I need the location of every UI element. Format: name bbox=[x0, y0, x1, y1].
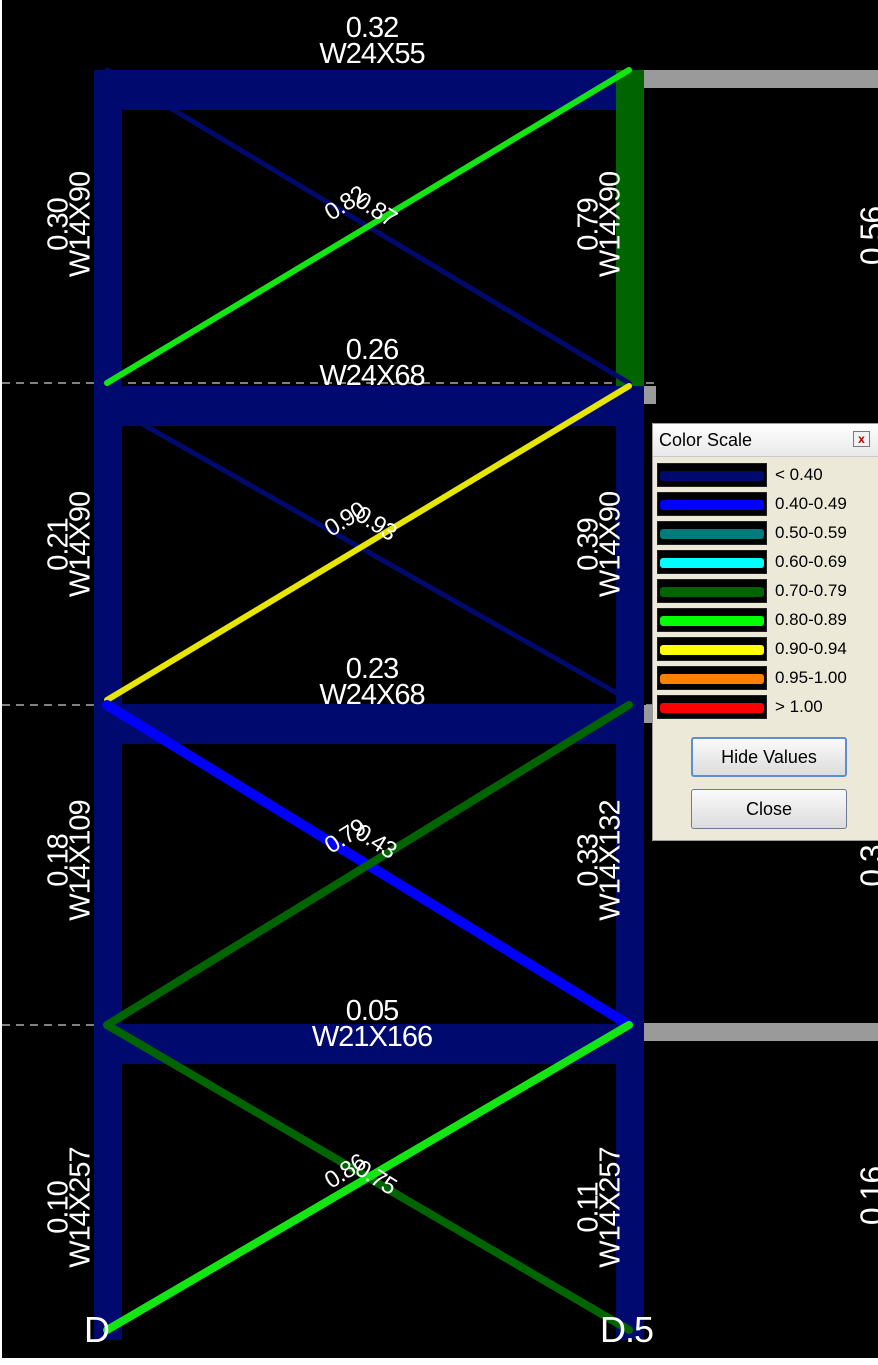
column-member[interactable] bbox=[616, 386, 644, 1340]
color-scale-dialog[interactable]: Color Scale x < 0.40 0.40-0.49 0.50-0.59 0.… bbox=[652, 423, 878, 841]
dialog-title: Color Scale bbox=[659, 430, 753, 450]
column-member[interactable] bbox=[616, 70, 644, 386]
grid-label-d5: D.5 bbox=[600, 1309, 654, 1350]
legend-row: 0.40-0.49 bbox=[657, 490, 878, 518]
close-button[interactable]: Close bbox=[691, 789, 847, 829]
legend-swatch-line bbox=[660, 500, 764, 510]
legend-swatch bbox=[657, 492, 767, 516]
legend-label: > 1.00 bbox=[775, 697, 823, 716]
legend-label: 0.80-0.89 bbox=[775, 610, 847, 629]
beam-section-label: W24X68 bbox=[319, 679, 425, 711]
legend-swatch bbox=[657, 579, 767, 603]
legend-label: 0.95-1.00 bbox=[775, 668, 847, 687]
legend-swatch bbox=[657, 463, 767, 487]
beam-ratio-label: 0.05 bbox=[345, 995, 399, 1027]
beam-section-label: W21X166 bbox=[311, 1021, 433, 1053]
legend-swatch-line bbox=[660, 703, 764, 713]
legend-swatch bbox=[657, 695, 767, 719]
brace-member[interactable] bbox=[104, 401, 632, 703]
grid-label-d: D bbox=[84, 1309, 110, 1350]
adjacent-beam[interactable] bbox=[642, 1023, 878, 1041]
beam-member[interactable] bbox=[94, 70, 642, 110]
legend-row: 0.70-0.79 bbox=[657, 577, 878, 605]
brace-member[interactable] bbox=[103, 1021, 633, 1334]
brace-member[interactable] bbox=[103, 701, 633, 1029]
legend-label: 0.40-0.49 bbox=[775, 494, 847, 513]
column-section-label: W14X90 bbox=[64, 491, 97, 598]
edge-column-ratio-label: 0.16 bbox=[854, 1166, 878, 1226]
column-section-label: W14X109 bbox=[64, 800, 97, 921]
brace-member[interactable] bbox=[104, 67, 632, 386]
beam-ratio-label: 0.23 bbox=[345, 653, 399, 685]
edge-column-ratio-label: 0.56 bbox=[854, 206, 878, 266]
legend-swatch-line bbox=[660, 587, 764, 597]
adjacent-beam[interactable] bbox=[642, 70, 878, 88]
legend-swatch bbox=[657, 608, 767, 632]
column-section-label: W14X90 bbox=[64, 171, 97, 278]
legend-swatch-line bbox=[660, 674, 764, 684]
adjacent-beam[interactable] bbox=[642, 386, 656, 404]
legend-label: 0.60-0.69 bbox=[775, 552, 847, 571]
legend-swatch-line bbox=[660, 616, 764, 626]
legend-swatch-line bbox=[660, 529, 764, 539]
legend-label: 0.90-0.94 bbox=[775, 639, 847, 658]
legend-row: 0.90-0.94 bbox=[657, 635, 878, 663]
brace-member[interactable] bbox=[104, 383, 632, 703]
beam-member[interactable] bbox=[94, 704, 642, 744]
column-section-label: W14X90 bbox=[594, 171, 627, 278]
legend-label: 0.50-0.59 bbox=[775, 523, 847, 542]
legend-swatch-line bbox=[660, 558, 764, 568]
beam-member[interactable] bbox=[94, 1024, 642, 1064]
legend-swatch bbox=[657, 550, 767, 574]
legend-swatch bbox=[657, 637, 767, 661]
column-section-label: W14X90 bbox=[594, 491, 627, 598]
legend-label: 0.70-0.79 bbox=[775, 581, 847, 600]
legend-swatch bbox=[657, 521, 767, 545]
beam-section-label: W24X55 bbox=[319, 38, 425, 70]
column-section-label: W14X257 bbox=[594, 1147, 627, 1268]
beam-member[interactable] bbox=[94, 386, 642, 426]
legend-swatch bbox=[657, 666, 767, 690]
legend-row: 0.95-1.00 bbox=[657, 664, 878, 692]
close-icon[interactable]: x bbox=[853, 431, 870, 447]
legend-swatch-line bbox=[660, 471, 764, 481]
legend-row: 0.50-0.59 bbox=[657, 519, 878, 547]
column-section-label: W14X257 bbox=[64, 1147, 97, 1268]
legend-row: < 0.40 bbox=[657, 461, 878, 489]
beam-section-label: W24X68 bbox=[319, 360, 425, 392]
legend-row: 0.80-0.89 bbox=[657, 606, 878, 634]
column-section-label: W14X132 bbox=[594, 800, 627, 921]
legend-label: < 0.40 bbox=[775, 465, 823, 484]
legend-row: > 1.00 bbox=[657, 693, 878, 721]
legend-swatch-line bbox=[660, 645, 764, 655]
dialog-titlebar[interactable]: Color Scale x bbox=[653, 424, 878, 457]
beam-ratio-label: 0.26 bbox=[345, 334, 399, 366]
beam-ratio-label: 0.32 bbox=[345, 12, 399, 44]
legend-row: 0.60-0.69 bbox=[657, 548, 878, 576]
edge-column-ratio-label: 0.3 bbox=[854, 845, 878, 887]
hide-values-button[interactable]: Hide Values bbox=[691, 737, 847, 777]
